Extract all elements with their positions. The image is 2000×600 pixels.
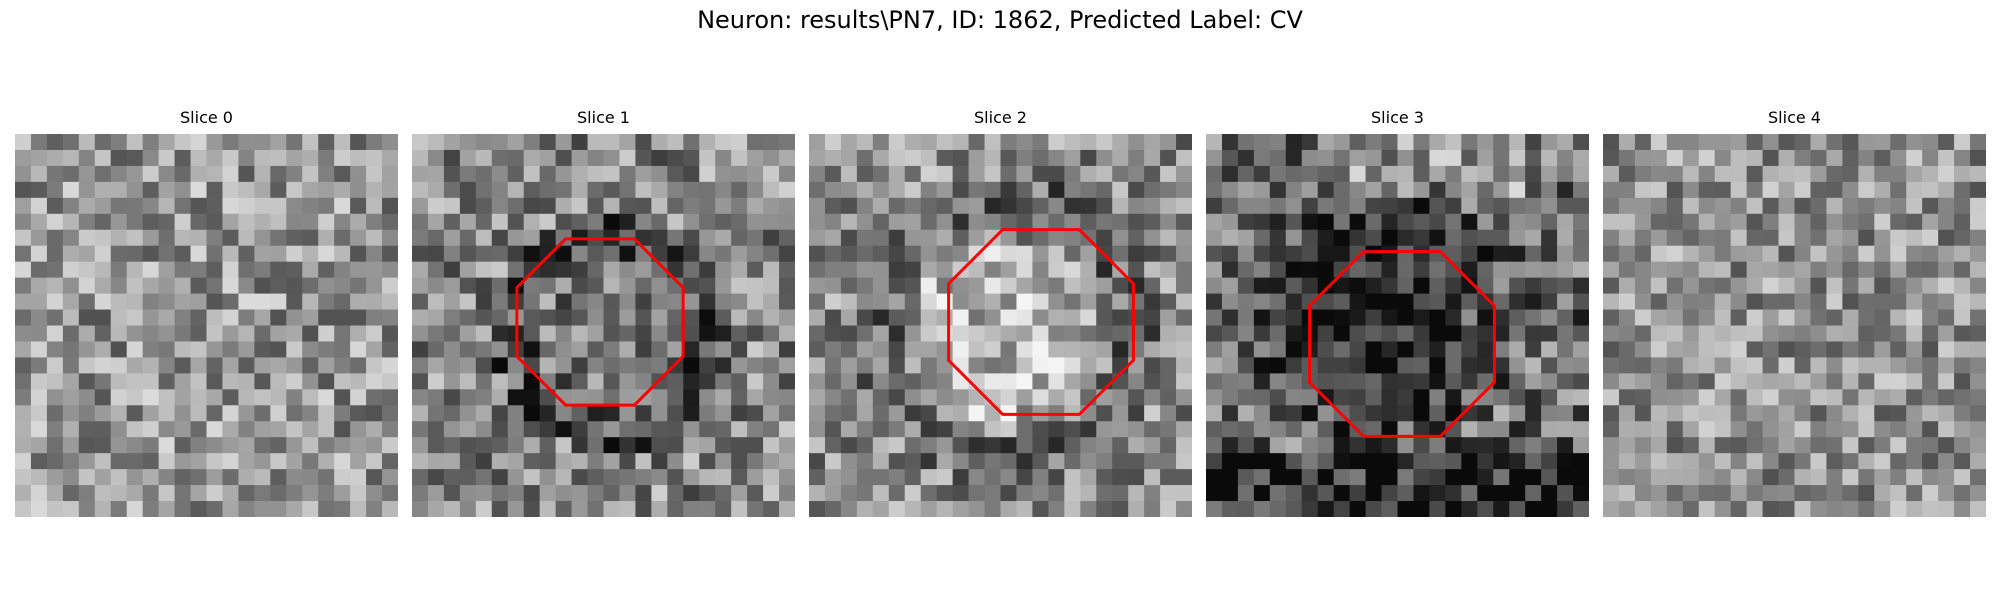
- roi-outline: [947, 228, 1135, 416]
- slice-title-1: Slice 1: [577, 108, 630, 127]
- pixel-grid: [1603, 134, 1986, 517]
- slice-title-4: Slice 4: [1768, 108, 1821, 127]
- pixel-grid: [809, 134, 1192, 517]
- slice-image-2: [809, 134, 1192, 517]
- slice-title-2: Slice 2: [974, 108, 1027, 127]
- figure-title: Neuron: results\PN7, ID: 1862, Predicted…: [697, 6, 1303, 34]
- roi-outline: [1308, 250, 1496, 438]
- slice-title-3: Slice 3: [1371, 108, 1424, 127]
- slice-image-1: [412, 134, 795, 517]
- slice-image-4: [1603, 134, 1986, 517]
- slice-image-3: [1206, 134, 1589, 517]
- slice-title-0: Slice 0: [180, 108, 233, 127]
- pixel-grid: [1206, 134, 1589, 517]
- slice-image-0: [15, 134, 398, 517]
- pixel-grid: [412, 134, 795, 517]
- roi-outline: [515, 237, 685, 407]
- pixel-grid: [15, 134, 398, 517]
